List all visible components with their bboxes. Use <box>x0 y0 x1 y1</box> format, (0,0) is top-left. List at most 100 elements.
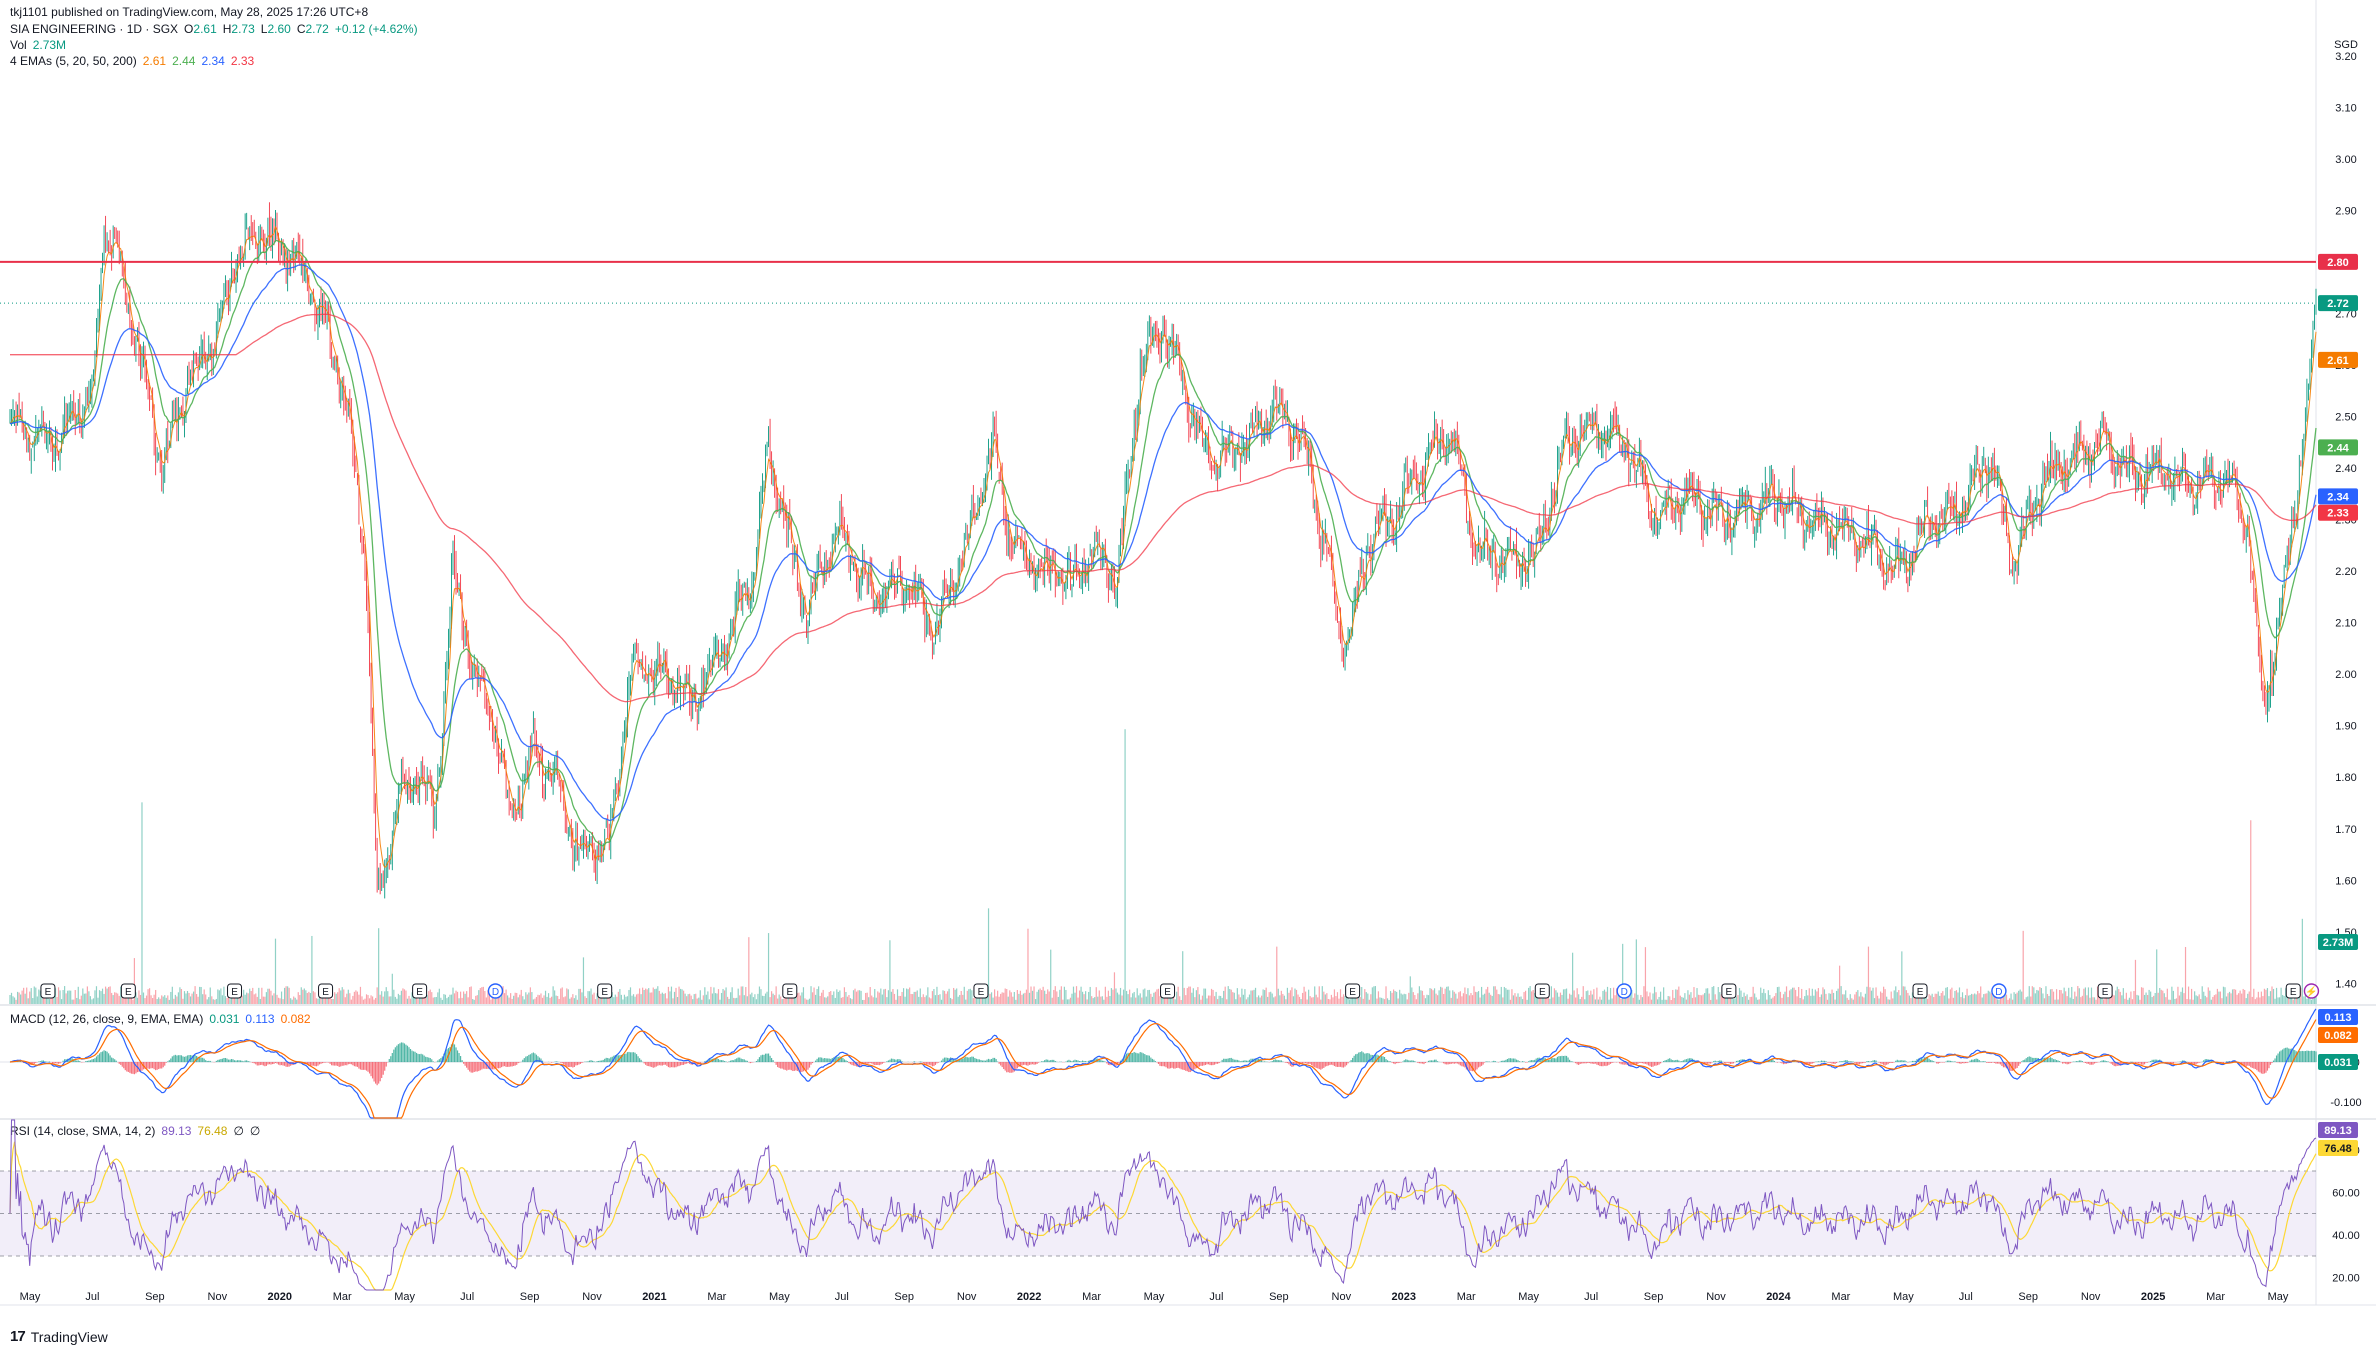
macd-histogram-bar <box>2315 1051 2317 1063</box>
macd-histogram-bar <box>1150 1057 1152 1063</box>
macd-histogram-bar <box>482 1062 484 1069</box>
volume-bar <box>740 986 742 1004</box>
volume-bar <box>1600 999 1603 1004</box>
volume-bar <box>619 988 621 1004</box>
volume-bar <box>1526 999 1528 1004</box>
macd-histogram-bar <box>2057 1060 2059 1063</box>
volume-bar <box>2234 989 2237 1004</box>
macd-histogram-bar <box>2260 1062 2262 1074</box>
volume-bar <box>456 991 459 1004</box>
volume-bar <box>1835 990 1838 1004</box>
volume-bar <box>1616 988 1618 1004</box>
volume-bar <box>2224 987 2226 1004</box>
volume-bar <box>930 998 932 1004</box>
macd-histogram-bar <box>1420 1062 1422 1064</box>
macd-histogram-bar <box>1233 1059 1235 1063</box>
macd-histogram-bar <box>1323 1062 1325 1068</box>
macd-histogram-bar <box>415 1052 418 1063</box>
macd-legend[interactable]: MACD (12, 26, close, 9, EMA, EMA) 0.031 0.… <box>10 1012 311 1026</box>
volume-bar <box>38 989 40 1004</box>
macd-label-signal-bg <box>2318 1027 2358 1043</box>
tradingview-footer[interactable]: 17 TradingView <box>10 1328 108 1345</box>
macd-histogram-bar <box>35 1062 37 1063</box>
time-tick: Nov <box>582 1291 602 1303</box>
volume-bar <box>1471 995 1474 1004</box>
volume-bar <box>742 986 744 1004</box>
macd-histogram-bar <box>875 1062 877 1066</box>
macd-histogram-bar <box>115 1060 117 1063</box>
ema-legend[interactable]: 4 EMAs (5, 20, 50, 200) 2.61 2.44 2.34 2.33 <box>10 54 255 68</box>
volume-bar <box>1702 994 1704 1004</box>
volume-bar <box>1406 999 1408 1004</box>
volume-bar <box>2230 993 2232 1004</box>
macd-histogram-bar <box>927 1062 929 1065</box>
volume-bar <box>1829 993 1832 1004</box>
macd-histogram-bar <box>1385 1059 1387 1063</box>
volume-bar <box>150 995 152 1004</box>
macd-histogram-bar <box>478 1062 480 1072</box>
volume-bar <box>749 994 751 1004</box>
macd-histogram-bar <box>120 1062 122 1065</box>
macd-histogram-bar <box>1382 1056 1384 1063</box>
volume-bar <box>1194 997 1196 1004</box>
macd-histogram-bar <box>723 1061 726 1063</box>
volume-bar <box>632 994 635 1004</box>
volume-bar <box>1763 988 1765 1004</box>
volume-bar <box>1377 991 1380 1004</box>
volume-bar <box>942 990 944 1004</box>
macd-histogram-bar <box>2194 1062 2196 1065</box>
macd-histogram-bar <box>420 1053 422 1063</box>
macd-histogram-bar <box>139 1062 142 1072</box>
volume-bar <box>1300 999 1302 1004</box>
macd-histogram-bar <box>393 1049 395 1063</box>
time-tick: 2025 <box>2141 1291 2165 1303</box>
macd-histogram-bar <box>2294 1050 2296 1063</box>
volume-bar <box>918 996 920 1004</box>
volume-bar <box>1732 999 1735 1004</box>
volume-bar <box>733 997 735 1004</box>
macd-histogram-bar <box>326 1062 328 1063</box>
volume-bar <box>441 999 443 1004</box>
macd-histogram-bar <box>777 1062 779 1068</box>
macd-histogram-bar <box>2285 1047 2287 1063</box>
macd-histogram-bar <box>1355 1054 1357 1063</box>
volume-bar <box>1308 989 1310 1004</box>
volume-bar <box>1085 991 1087 1004</box>
volume-bar <box>2162 990 2164 1004</box>
volume-bar <box>1063 986 1065 1004</box>
macd-histogram-bar <box>786 1062 788 1071</box>
volume-bar <box>2015 993 2017 1004</box>
volume-legend[interactable]: Vol 2.73M <box>10 38 67 52</box>
macd-histogram-bar <box>1600 1062 1603 1067</box>
volume-bar <box>757 993 759 1004</box>
volume-bar <box>264 996 266 1004</box>
volume-bar <box>945 993 947 1004</box>
volume-bar <box>1795 989 1797 1004</box>
volume-bar <box>1631 989 1633 1004</box>
macd-histogram-bar <box>1646 1062 1648 1065</box>
volume-bar <box>1414 995 1416 1004</box>
macd-histogram-bar <box>1338 1062 1340 1067</box>
macd-histogram-bar <box>946 1057 949 1063</box>
volume-bar <box>1576 988 1578 1004</box>
volume-bar <box>745 987 747 1004</box>
volume-bar <box>273 993 275 1004</box>
volume-bar <box>646 989 648 1004</box>
volume-bar <box>598 993 600 1004</box>
volume-bar <box>654 989 656 1004</box>
rsi-legend[interactable]: RSI (14, close, SMA, 14, 2) 89.13 76.48 ∅ ∅ <box>10 1124 261 1138</box>
macd-histogram-bar <box>2031 1057 2033 1063</box>
volume-bar <box>1933 997 1935 1004</box>
volume-bar <box>1335 996 1337 1004</box>
macd-histogram-bar <box>1500 1060 1502 1063</box>
volume-bar <box>179 987 181 1004</box>
volume-bar <box>682 990 685 1004</box>
macd-histogram-bar <box>878 1062 880 1066</box>
macd-histogram-bar <box>1113 1062 1116 1066</box>
macd-histogram-bar <box>792 1062 794 1072</box>
macd-histogram-bar <box>1203 1062 1205 1066</box>
volume-bar <box>355 990 357 1004</box>
symbol-name[interactable]: SIA ENGINEERING · 1D · SGX <box>10 22 179 36</box>
macd-histogram-bar <box>1514 1058 1516 1063</box>
